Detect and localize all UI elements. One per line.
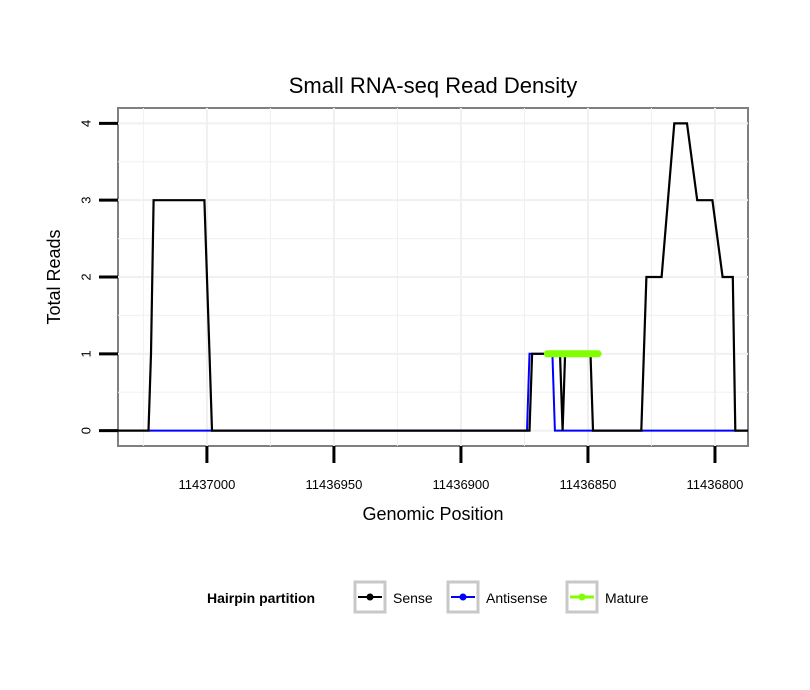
legend-dot-mature	[578, 593, 586, 601]
legend-label-mature: Mature	[605, 590, 649, 606]
legend-dot-antisense	[459, 593, 467, 601]
y-tick-label: 0	[78, 427, 93, 434]
x-tick-label: 11436850	[560, 477, 617, 492]
series-line-sense	[118, 122, 748, 432]
axis-ticks: 11437000 11436950 11436900 11436850 11436800…	[78, 120, 743, 492]
x-tick-label: 11436950	[305, 477, 362, 492]
x-tick-label: 11436900	[433, 477, 490, 492]
chart-title: Small RNA-seq Read Density	[289, 73, 578, 98]
legend-title: Hairpin partition	[207, 590, 315, 606]
y-tick-label: 2	[78, 273, 93, 280]
x-tick-label: 11436800	[687, 477, 744, 492]
legend-dot-sense	[366, 593, 374, 601]
legend-item-sense: Sense	[353, 580, 433, 614]
series-layer	[118, 122, 748, 432]
y-tick-label: 3	[78, 197, 93, 204]
legend-item-mature: Mature	[565, 580, 649, 614]
y-axis-title: Total Reads	[44, 229, 64, 324]
legend-label-antisense: Antisense	[486, 590, 548, 606]
legend: Hairpin partition Sense Antisense Mature	[207, 580, 649, 614]
x-axis-title: Genomic Position	[362, 504, 503, 524]
x-tick-label: 11437000	[178, 477, 235, 492]
y-tick-label: 4	[78, 120, 93, 127]
y-tick-label: 1	[78, 350, 93, 357]
legend-item-antisense: Antisense	[446, 580, 548, 614]
legend-label-sense: Sense	[393, 590, 433, 606]
